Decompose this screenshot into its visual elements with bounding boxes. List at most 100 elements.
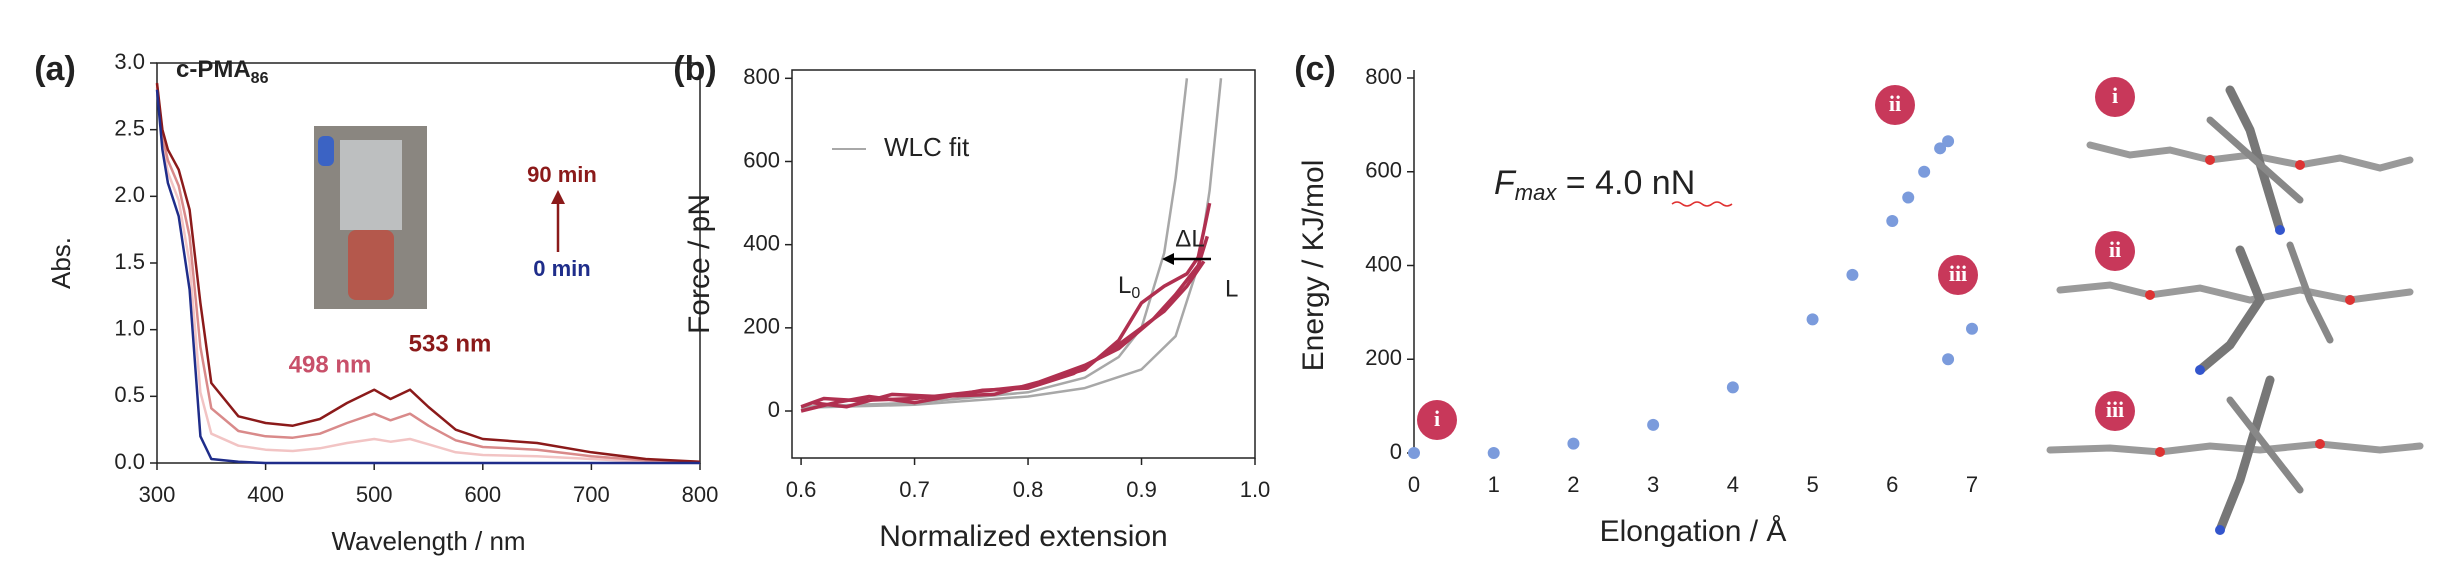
y-tick-label: 800 <box>1365 64 1402 89</box>
label-badge <box>1417 400 1457 440</box>
panel-label: (b) <box>673 50 716 88</box>
x-tick-label: 4 <box>1727 472 1739 497</box>
data-point <box>1942 135 1955 148</box>
data-line <box>155 86 701 465</box>
label-badge <box>1875 85 1915 125</box>
label-badge-text: ii <box>2109 237 2121 262</box>
plot-frame <box>156 62 701 464</box>
x-tick-label: 1.0 <box>1240 477 1271 502</box>
data-point <box>1966 322 1978 335</box>
data-line <box>155 82 701 463</box>
data-point <box>1902 191 1915 204</box>
data-point <box>1942 353 1955 366</box>
y-tick-label: 800 <box>743 64 780 89</box>
y-axis-label: Force / pN <box>683 194 716 334</box>
x-tick-label: 1 <box>1488 472 1500 497</box>
x-tick-label: 600 <box>464 482 501 507</box>
data-point <box>1408 447 1420 459</box>
y-tick-label: 200 <box>743 314 780 339</box>
x-tick-label: 0 <box>1408 472 1420 497</box>
label-badge <box>2095 77 2135 117</box>
molecule-structures <box>2046 85 2424 535</box>
annotation-main: F <box>1494 164 1517 202</box>
annotation: Fmax = 4.0 nN <box>1494 164 1695 205</box>
title-main: c-PMA <box>176 56 251 83</box>
annotation-subscript: 0 <box>1131 285 1140 302</box>
data-line <box>812 235 1209 409</box>
data-point <box>1886 214 1899 227</box>
data-line <box>155 84 701 463</box>
label-badge <box>2095 391 2135 431</box>
x-tick-label: 7 <box>1966 472 1978 497</box>
data-line <box>800 260 1206 413</box>
x-tick-label: 400 <box>247 482 284 507</box>
label-badge <box>2095 231 2135 271</box>
y-axis-label: Abs. <box>46 237 76 289</box>
y-axis-label: Energy / KJ/mol <box>1297 160 1330 372</box>
time-arrow-head <box>551 190 565 204</box>
x-tick-label: 0.8 <box>1013 477 1044 502</box>
y-tick-label: 0.0 <box>114 449 145 474</box>
legend-label: 0 min <box>533 256 590 281</box>
plot-frame <box>791 69 1256 459</box>
legend-label: 90 min <box>527 162 597 187</box>
annotation: L0 <box>1118 272 1140 302</box>
data-point <box>1806 313 1819 326</box>
x-tick-label: 2 <box>1567 472 1579 497</box>
data-point <box>1726 381 1739 394</box>
y-tick-label: 0 <box>768 397 780 422</box>
data-point <box>1934 142 1947 155</box>
panel-label: (a) <box>34 50 76 88</box>
data-line <box>155 89 700 465</box>
legend-label: WLC fit <box>884 132 970 162</box>
x-tick-label: 800 <box>682 482 719 507</box>
x-axis-label: Elongation / Å <box>1600 515 1787 548</box>
x-tick-label: 500 <box>356 482 393 507</box>
y-tick-label: 2.5 <box>114 115 145 140</box>
label-badge <box>1938 255 1978 295</box>
y-tick-label: 0.5 <box>114 382 145 407</box>
squiggle <box>1671 201 1733 207</box>
data-point <box>1846 268 1859 281</box>
data-line <box>801 78 1189 409</box>
data-line <box>800 202 1212 409</box>
y-tick-label: 1.0 <box>114 315 145 340</box>
delta-arrow-head <box>1162 253 1174 265</box>
annotation-subscript: max <box>1515 180 1558 205</box>
annotation: ΔL <box>1175 225 1204 252</box>
data-point <box>1918 165 1931 178</box>
x-tick-label: 0.9 <box>1126 477 1157 502</box>
x-axis-label: Wavelength / nm <box>331 526 525 556</box>
y-tick-label: 200 <box>1365 345 1402 370</box>
data-point <box>1567 437 1580 450</box>
x-tick-label: 0.6 <box>786 477 817 502</box>
y-tick-label: 3.0 <box>114 49 145 74</box>
peak-annotation: 533 nm <box>409 330 492 357</box>
annotation-main: L <box>1118 272 1131 299</box>
label-badge-text: ii <box>1889 91 1901 116</box>
panel-label: (c) <box>1294 50 1336 88</box>
x-tick-label: 5 <box>1806 472 1818 497</box>
inset-photo <box>314 126 427 309</box>
y-tick-label: 2.0 <box>114 182 145 207</box>
x-tick-label: 0.7 <box>899 477 930 502</box>
y-tick-label: 400 <box>743 230 780 255</box>
x-tick-label: 700 <box>573 482 610 507</box>
annotation-rest: = 4.0 nN <box>1556 164 1695 202</box>
x-tick-label: 3 <box>1647 472 1659 497</box>
y-tick-label: 400 <box>1365 251 1402 276</box>
data-point <box>1647 418 1660 431</box>
label-badge-text: iii <box>2106 397 2124 422</box>
y-tick-label: 0 <box>1390 439 1402 464</box>
chart-title: c-PMA86 <box>176 56 269 87</box>
label-badge-text: i <box>2112 83 2118 108</box>
data-point <box>1487 447 1500 459</box>
y-tick-label: 600 <box>743 147 780 172</box>
x-tick-label: 300 <box>139 482 176 507</box>
label-badge-text: iii <box>1949 261 1967 286</box>
title-subscript: 86 <box>251 70 269 87</box>
peak-annotation: 498 nm <box>289 351 372 378</box>
annotation: L <box>1225 275 1238 302</box>
